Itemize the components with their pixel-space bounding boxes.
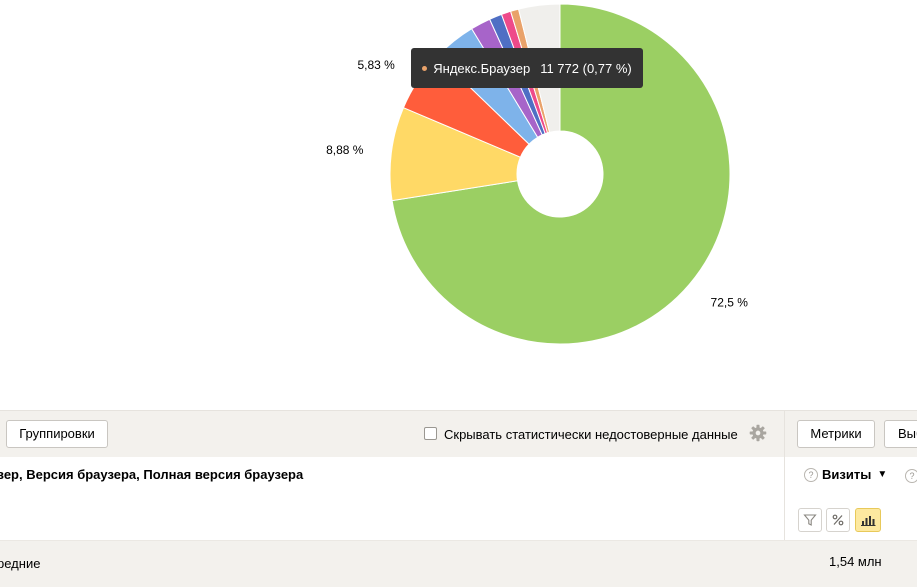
chart-area: 72,5 % 8,88 % 5,83 % Яндекс.Браузер 11 772…: [326, 3, 749, 345]
pie-slice-0[interactable]: [391, 3, 731, 345]
tooltip-series-name: Яндекс.Браузер: [433, 60, 531, 76]
select-button[interactable]: Выбрать: [884, 420, 917, 448]
hide-unreliable-label[interactable]: Скрывать статистически недостоверные дан…: [444, 427, 738, 442]
visits-column-label[interactable]: Визиты: [822, 467, 872, 482]
column-divider: [784, 410, 785, 586]
filter-icon[interactable]: [798, 508, 822, 532]
pie-slice-label-1: 8,88 %: [326, 143, 364, 157]
visits-column-header[interactable]: ? Визиты ▼: [804, 467, 887, 482]
metrics-button[interactable]: Метрики: [797, 420, 875, 448]
totals-label: редние: [0, 556, 41, 571]
help-icon[interactable]: ?: [804, 467, 818, 482]
pie-slice-label-2: 5,83 %: [357, 58, 395, 72]
hide-unreliable-checkbox[interactable]: [424, 427, 437, 440]
totals-visits-value: 1,54 млн: [829, 554, 882, 569]
groupings-button[interactable]: Группировки: [6, 420, 108, 448]
help-icon[interactable]: ?: [905, 469, 917, 483]
totals-row: редние 1,54 млн: [0, 540, 917, 587]
gear-icon[interactable]: [749, 424, 767, 442]
bar-chart-icon[interactable]: [855, 508, 881, 532]
pie-slice-label-0: 72,5 %: [711, 296, 749, 310]
tooltip-series-dot: [422, 65, 428, 71]
table-toolbar: Группировки Скрывать статистически недос…: [0, 410, 917, 457]
chart-tooltip: Яндекс.Браузер 11 772 (0,77 %): [411, 48, 643, 88]
percent-icon[interactable]: [826, 508, 850, 532]
grouping-column-title: вер, Версия браузера, Полная версия брау…: [0, 467, 304, 482]
tooltip-series-value: 11 772 (0,77 %): [540, 60, 632, 76]
sort-desc-icon[interactable]: ▼: [877, 469, 888, 480]
